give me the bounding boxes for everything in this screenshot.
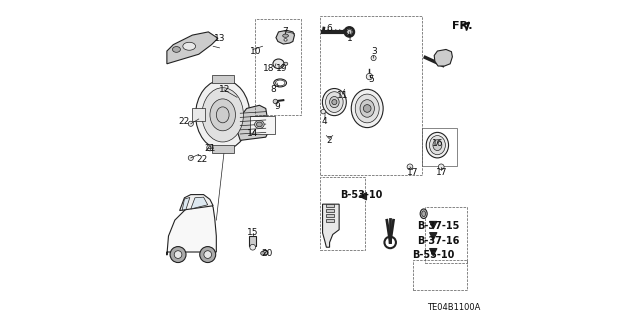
Ellipse shape [202, 88, 243, 142]
FancyBboxPatch shape [249, 236, 256, 246]
Polygon shape [180, 195, 213, 211]
Circle shape [188, 155, 193, 160]
Ellipse shape [262, 250, 268, 255]
Ellipse shape [355, 94, 379, 123]
Polygon shape [237, 105, 269, 140]
Circle shape [407, 164, 413, 170]
Circle shape [250, 244, 255, 250]
Ellipse shape [420, 209, 427, 219]
Ellipse shape [257, 122, 262, 127]
Circle shape [347, 29, 352, 34]
Ellipse shape [433, 140, 442, 151]
Text: 11: 11 [337, 91, 348, 100]
Text: FR.: FR. [452, 20, 472, 31]
Ellipse shape [330, 96, 339, 108]
Bar [255, 19, 301, 115]
Circle shape [207, 145, 213, 151]
Ellipse shape [426, 132, 449, 158]
FancyBboxPatch shape [250, 116, 275, 134]
Ellipse shape [422, 211, 426, 217]
Polygon shape [191, 197, 208, 209]
Circle shape [366, 73, 372, 80]
Text: 3: 3 [371, 47, 377, 56]
Circle shape [273, 99, 278, 104]
Circle shape [321, 109, 325, 114]
Ellipse shape [273, 59, 284, 69]
Text: 9: 9 [274, 102, 280, 111]
Bar [320, 16, 422, 175]
Text: 2: 2 [327, 136, 332, 145]
Circle shape [371, 56, 376, 61]
Text: 17: 17 [407, 168, 419, 177]
Bar [422, 128, 457, 166]
Ellipse shape [326, 92, 343, 113]
Text: 19: 19 [276, 64, 287, 73]
Ellipse shape [216, 107, 229, 123]
Bar [320, 177, 365, 250]
Text: 15: 15 [247, 228, 259, 237]
Text: 7: 7 [282, 27, 288, 36]
Polygon shape [167, 201, 216, 255]
Circle shape [438, 164, 444, 170]
Text: 14: 14 [247, 130, 259, 138]
FancyBboxPatch shape [193, 108, 205, 121]
FancyBboxPatch shape [326, 204, 334, 207]
Text: B-53-10: B-53-10 [340, 189, 383, 200]
Ellipse shape [210, 99, 236, 131]
Text: 16: 16 [432, 139, 444, 148]
Circle shape [332, 100, 337, 105]
Circle shape [364, 105, 371, 112]
Polygon shape [434, 49, 452, 66]
FancyBboxPatch shape [326, 219, 334, 222]
Bar [425, 207, 467, 263]
Text: B-55-10: B-55-10 [412, 250, 454, 260]
Ellipse shape [360, 100, 374, 117]
Text: 6: 6 [326, 24, 332, 33]
Text: 13: 13 [214, 34, 225, 43]
Text: 17: 17 [435, 168, 447, 177]
Text: 22: 22 [179, 117, 190, 126]
Text: TE04B1100A: TE04B1100A [428, 303, 481, 312]
Text: 18: 18 [263, 64, 275, 73]
Ellipse shape [284, 39, 287, 41]
Ellipse shape [183, 42, 196, 50]
Ellipse shape [323, 88, 346, 116]
FancyBboxPatch shape [326, 214, 334, 217]
Polygon shape [167, 32, 218, 64]
FancyBboxPatch shape [212, 75, 234, 83]
Ellipse shape [196, 80, 250, 150]
Bar [413, 260, 467, 290]
Text: 10: 10 [250, 47, 262, 56]
Circle shape [260, 251, 264, 255]
Ellipse shape [351, 89, 383, 128]
Circle shape [170, 247, 186, 263]
Ellipse shape [255, 120, 264, 129]
FancyBboxPatch shape [212, 145, 234, 153]
Ellipse shape [284, 62, 288, 65]
Text: 22: 22 [196, 155, 207, 164]
Text: 21: 21 [204, 144, 216, 153]
Text: 1: 1 [348, 34, 353, 43]
Text: B-37-16: B-37-16 [417, 236, 460, 246]
Circle shape [174, 251, 182, 258]
FancyBboxPatch shape [326, 209, 334, 212]
Circle shape [188, 121, 193, 126]
Polygon shape [323, 204, 339, 247]
Circle shape [200, 247, 216, 263]
Polygon shape [182, 197, 190, 210]
Text: 20: 20 [262, 249, 273, 258]
Text: 12: 12 [219, 85, 230, 94]
Text: 8: 8 [271, 85, 276, 94]
Ellipse shape [283, 34, 289, 37]
Text: B-37-15: B-37-15 [417, 221, 460, 232]
Ellipse shape [429, 136, 445, 155]
Text: 4: 4 [322, 117, 328, 126]
Ellipse shape [172, 47, 180, 52]
Circle shape [204, 251, 212, 258]
Text: 5: 5 [368, 75, 374, 84]
Polygon shape [276, 30, 294, 44]
